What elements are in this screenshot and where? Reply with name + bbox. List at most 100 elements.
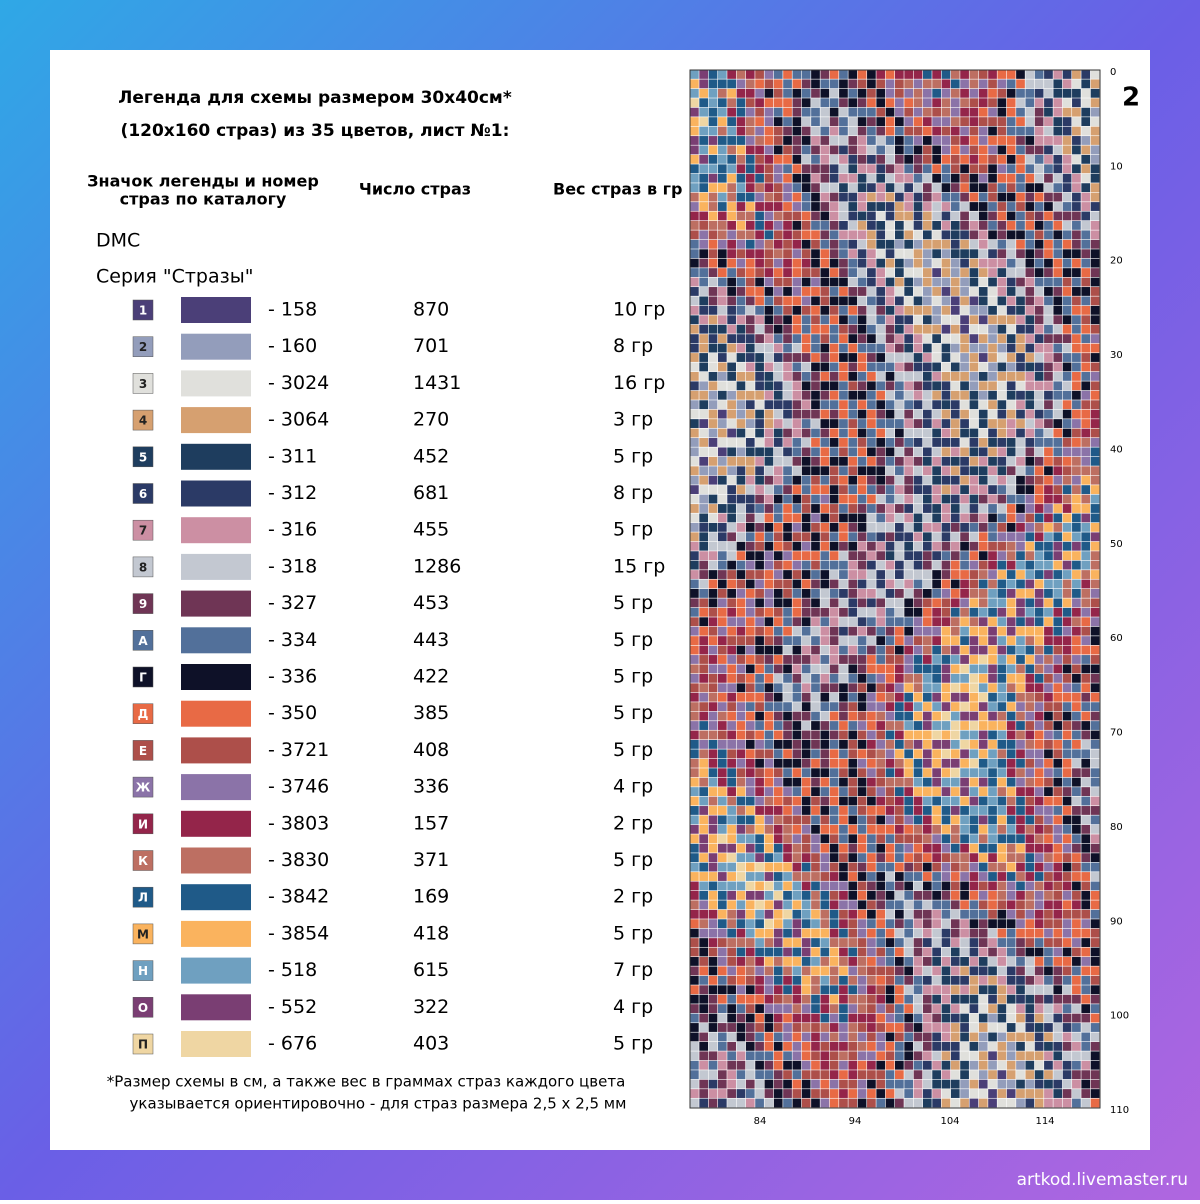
pattern-cell bbox=[857, 456, 867, 466]
pattern-cell bbox=[848, 353, 858, 362]
pattern-cell bbox=[876, 598, 886, 608]
pattern-cell bbox=[1044, 79, 1053, 89]
pattern-cell bbox=[1062, 664, 1072, 674]
pattern-cell bbox=[857, 824, 867, 834]
pattern-cell bbox=[1072, 806, 1081, 815]
pattern-cell bbox=[820, 853, 830, 863]
pattern-cell bbox=[848, 419, 858, 428]
pattern-cell bbox=[773, 428, 783, 438]
pattern-cell bbox=[773, 834, 783, 844]
pattern-cell bbox=[717, 381, 727, 391]
pattern-cell bbox=[969, 371, 979, 381]
pattern-cell bbox=[839, 381, 848, 391]
pattern-cell bbox=[1090, 607, 1100, 617]
pattern-cell bbox=[1025, 607, 1035, 617]
symbol: 7 bbox=[139, 524, 147, 538]
pattern-cell bbox=[773, 881, 783, 891]
pattern-cell bbox=[755, 98, 764, 108]
pattern-cell bbox=[1090, 343, 1100, 353]
pattern-cell bbox=[848, 296, 858, 306]
column-header: страз по каталогу bbox=[120, 190, 287, 209]
pattern-cell bbox=[690, 70, 699, 79]
pattern-cell bbox=[895, 1060, 904, 1070]
pattern-cell bbox=[895, 287, 904, 296]
count: 371 bbox=[413, 849, 449, 871]
pattern-cell bbox=[717, 88, 727, 98]
pattern-cell bbox=[950, 88, 960, 98]
pattern-cell bbox=[764, 683, 774, 693]
pattern-cell bbox=[876, 126, 886, 136]
pattern-cell bbox=[895, 268, 904, 277]
pattern-cell bbox=[708, 1004, 718, 1014]
pattern-cell bbox=[801, 598, 811, 608]
pattern-cell bbox=[829, 287, 839, 296]
pattern-cell bbox=[1062, 928, 1072, 938]
pattern-cell bbox=[1044, 324, 1053, 334]
pattern-cell bbox=[773, 381, 783, 391]
pattern-cell bbox=[1034, 296, 1044, 306]
pattern-cell bbox=[773, 579, 783, 589]
pattern-cell bbox=[895, 117, 904, 127]
pattern-cell bbox=[811, 881, 820, 891]
pattern-cell bbox=[708, 1060, 718, 1070]
pattern-cell bbox=[1025, 1070, 1035, 1080]
pattern-cell bbox=[820, 1089, 830, 1098]
pattern-cell bbox=[1044, 843, 1053, 853]
pattern-cell bbox=[717, 607, 727, 617]
pattern-cell bbox=[783, 551, 792, 561]
pattern-cell bbox=[1025, 88, 1035, 98]
pattern-cell bbox=[764, 400, 774, 410]
pattern-cell bbox=[783, 1032, 792, 1042]
pattern-cell bbox=[904, 1041, 914, 1051]
pattern-cell bbox=[1016, 655, 1025, 664]
pattern-cell bbox=[792, 815, 802, 825]
pattern-cell bbox=[1062, 145, 1072, 155]
pattern-cell bbox=[876, 532, 886, 542]
pattern-cell bbox=[941, 513, 951, 523]
pattern-cell bbox=[773, 173, 783, 183]
pattern-cell bbox=[913, 749, 923, 759]
pattern-cell bbox=[783, 522, 792, 532]
pattern-cell bbox=[848, 834, 858, 844]
pattern-cell bbox=[717, 1079, 727, 1089]
pattern-cell bbox=[895, 834, 904, 844]
pattern-cell bbox=[941, 541, 951, 551]
pattern-cell bbox=[783, 721, 792, 730]
pattern-cell bbox=[1053, 136, 1063, 145]
pattern-cell bbox=[783, 400, 792, 410]
pattern-cell bbox=[811, 249, 820, 259]
pattern-cell bbox=[801, 164, 811, 174]
pattern-cell bbox=[773, 88, 783, 98]
pattern-cell bbox=[829, 796, 839, 806]
pattern-cell bbox=[1072, 824, 1081, 834]
pattern-cell bbox=[1006, 164, 1016, 174]
pattern-cell bbox=[829, 79, 839, 89]
pattern-cell bbox=[708, 589, 718, 598]
pattern-cell bbox=[885, 371, 895, 381]
pattern-cell bbox=[1053, 98, 1063, 108]
pattern-cell bbox=[932, 70, 941, 79]
pattern-cell bbox=[1044, 1079, 1053, 1089]
pattern-cell bbox=[941, 296, 951, 306]
pattern-cell bbox=[988, 202, 997, 211]
pattern-cell bbox=[1053, 494, 1063, 504]
pattern-cell bbox=[857, 390, 867, 400]
pattern-cell bbox=[708, 749, 718, 759]
pattern-cell bbox=[745, 513, 755, 523]
pattern-cell bbox=[1016, 381, 1025, 391]
pattern-cell bbox=[745, 249, 755, 259]
pattern-cell bbox=[1053, 768, 1063, 778]
pattern-cell bbox=[969, 1041, 979, 1051]
pattern-cell bbox=[950, 409, 960, 419]
pattern-cell bbox=[960, 249, 969, 259]
pattern-cell bbox=[904, 126, 914, 136]
pattern-cell bbox=[773, 230, 783, 240]
pattern-cell bbox=[839, 447, 848, 457]
pattern-cell bbox=[839, 579, 848, 589]
pattern-cell bbox=[997, 749, 1007, 759]
pattern-cell bbox=[792, 400, 802, 410]
pattern-cell bbox=[839, 1032, 848, 1042]
pattern-cell bbox=[1053, 541, 1063, 551]
pattern-cell bbox=[690, 107, 699, 117]
pattern-cell bbox=[913, 900, 923, 910]
